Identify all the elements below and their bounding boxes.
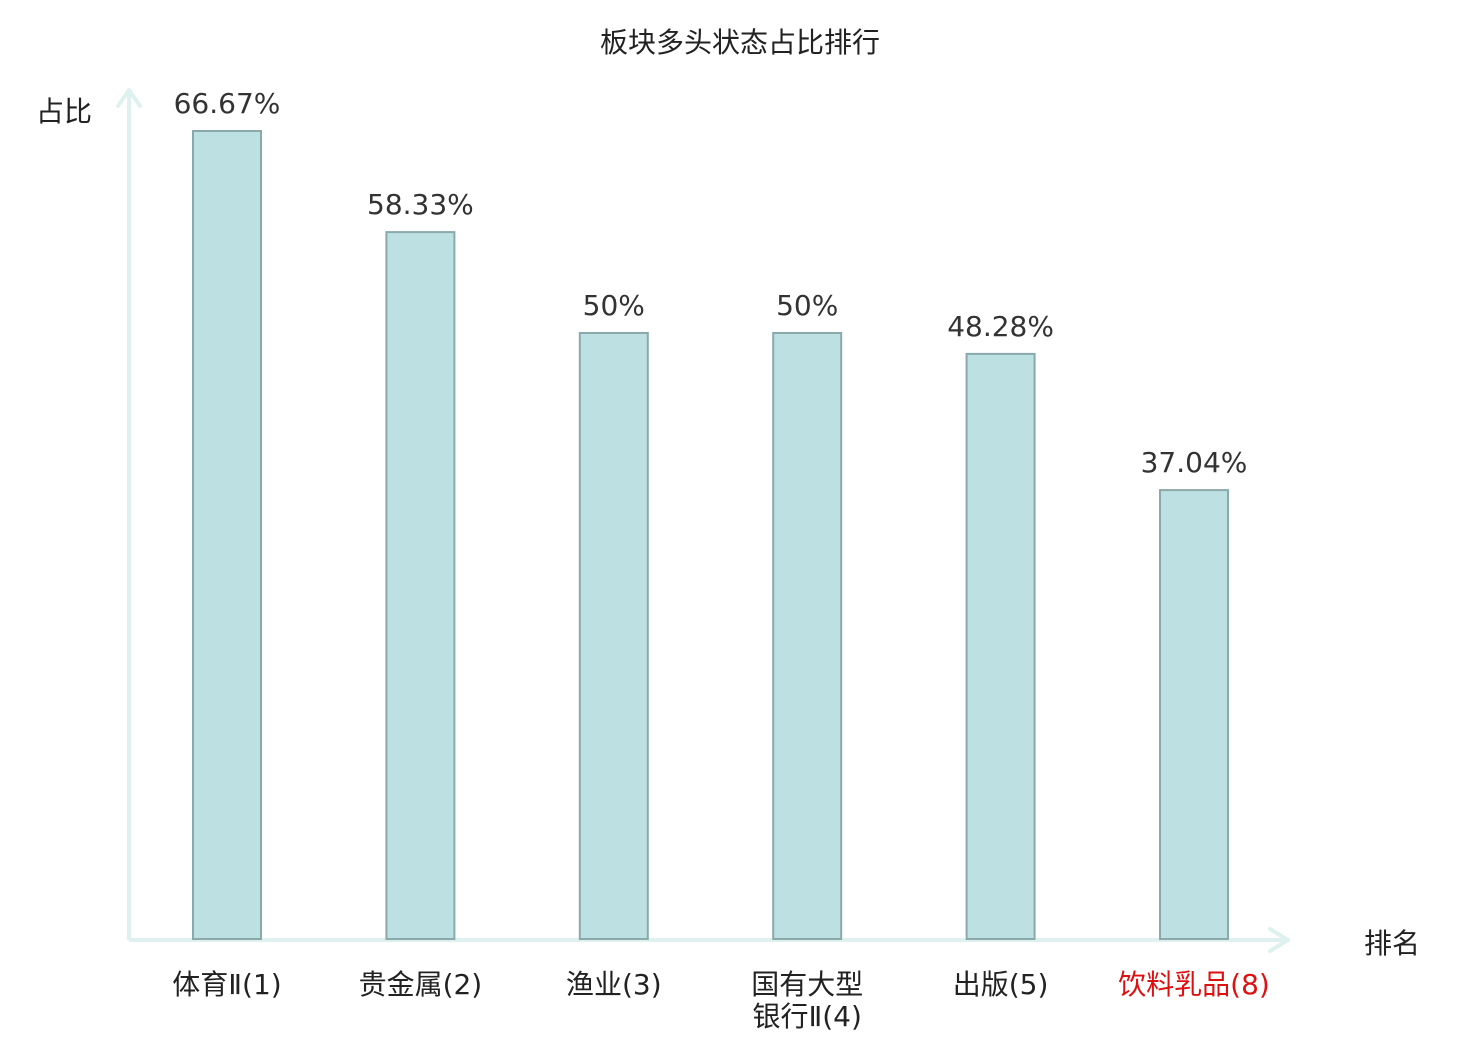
bar [772,332,843,940]
bar-value-label: 37.04% [1141,446,1248,479]
x-axis-label: 排名 [1364,927,1420,960]
bar-value-label: 50% [583,289,645,322]
bar-value-label: 48.28% [947,310,1054,343]
bar [578,332,649,940]
bars-group [192,130,1229,941]
bar [965,352,1036,940]
bar-value-label: 58.33% [367,188,474,221]
x-tick-label: 国有大型 [751,968,863,1001]
x-tick-label: 体育Ⅱ(1) [172,968,281,1001]
y-axis-arrow [116,88,142,108]
x-tick-label: 饮料乳品(8) [1118,968,1270,1001]
value-labels-group: 66.67% 58.33% 50% 50% 48.28% 37.04% [174,87,1248,479]
x-tick-label: 渔业(3) [566,968,662,1001]
chart-title: 板块多头状态占比排行 [600,26,880,59]
axes [116,88,1290,953]
x-tick-label: 贵金属(2) [359,968,483,1001]
x-tick-label: 出版(5) [953,968,1049,1001]
bar [385,231,456,941]
bar-value-label: 66.67% [174,87,281,120]
x-tick-label: 银行Ⅱ(4) [752,1000,861,1033]
y-axis-label: 占比 [36,95,92,128]
bar [192,130,262,940]
bar-value-label: 50% [776,289,838,322]
x-axis-arrow [1268,927,1290,953]
bar [1159,489,1229,940]
